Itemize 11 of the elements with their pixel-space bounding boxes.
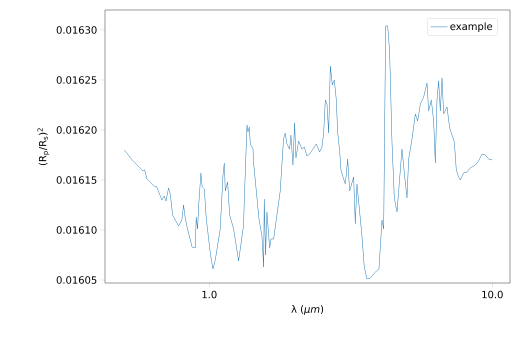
x-axis-title: λ (μm) [291,305,324,315]
y-tick-label: 0.01625 [56,76,96,84]
x-tick-label: 10.0 [482,290,503,298]
y-tick-label: 0.01620 [56,126,97,134]
y-tick-label: 0.01605 [56,276,96,284]
y-tick-label: 0.01615 [56,176,96,184]
legend-label: example [450,22,492,32]
y-axis-title: (R$_{p}$/R$_{s}$)$^{2}$ [37,128,50,166]
y-tick-label: 0.01610 [56,226,97,234]
y-tick-label: 0.01630 [56,26,97,34]
x-tick-label: 1.0 [202,290,217,298]
